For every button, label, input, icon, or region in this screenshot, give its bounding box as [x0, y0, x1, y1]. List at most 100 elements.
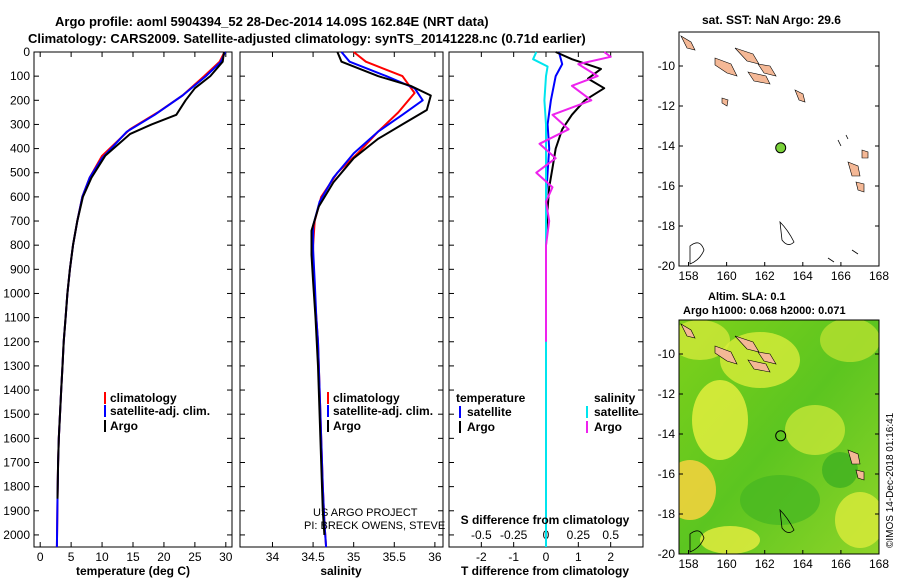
map-x-tick-label: 158: [679, 269, 699, 283]
header-line1: Argo profile: aoml 5904394_52 28-Dec-201…: [55, 14, 489, 29]
sla-map-panel: Altim. SLA: 0.1 Argo h1000: 0.068 h2000:…: [658, 291, 896, 571]
map-y-tick-label: -18: [658, 507, 676, 521]
x-tick-label: 35: [347, 550, 361, 564]
island-shape: [747, 359, 771, 373]
legend-argo: Argo: [110, 419, 138, 433]
legend-t-argo: Argo: [467, 420, 495, 434]
map-x-tick-label: 166: [831, 269, 851, 283]
x-tick-label: 25: [188, 550, 202, 564]
x-tick-label: 1: [575, 550, 582, 564]
sla-cell: [740, 475, 820, 525]
series-line-argo: [310, 51, 432, 535]
x-tick-label: 0: [543, 550, 550, 564]
legend-s-sat: satellite: [594, 405, 639, 419]
legend-t-title: temperature: [456, 391, 526, 405]
x-tick-label: 34: [266, 550, 280, 564]
map-y-tick-label: -10: [658, 59, 676, 73]
island-shape: [714, 57, 738, 77]
map-x-tick-label: 162: [755, 557, 775, 571]
legend-climatology: climatology: [110, 391, 177, 405]
legend-satellite: satellite-adj. clim.: [110, 404, 210, 418]
sla-cell: [835, 492, 879, 548]
island-shape: [721, 97, 729, 107]
sla-map-land: [680, 323, 865, 553]
island-shape: [680, 35, 696, 51]
x-tick-label: 2: [607, 550, 614, 564]
difference-xlabel: T difference from climatology: [461, 564, 629, 578]
float-position-marker: [775, 142, 787, 154]
y-tick-label: 1000: [3, 286, 30, 300]
island-shape: [680, 323, 696, 339]
island-shape: [757, 351, 777, 365]
reef-outline: [827, 134, 859, 263]
series-line-s-argo: [535, 51, 612, 342]
x-tick-label: 15: [126, 550, 140, 564]
legend-t-sat: satellite: [467, 405, 512, 419]
x-tick-label: 10: [95, 550, 109, 564]
map-x-tick-label: 168: [869, 557, 889, 571]
footer-project: US ARGO PROJECT: [313, 507, 418, 519]
x-tick-label: -1: [508, 550, 519, 564]
footer-imos: ©IMOS 14-Dec-2018 01:16:41: [885, 412, 896, 548]
sla-map-title1: Altim. SLA: 0.1: [708, 291, 786, 303]
sal-legend-satellite: satellite-adj. clim.: [333, 404, 433, 418]
difference-x2label: S difference from climatology: [461, 513, 630, 527]
y-tick-label: 200: [10, 93, 30, 107]
legend-s-title: salinity: [594, 391, 636, 405]
map-y-tick-label: -16: [658, 467, 676, 481]
x2-tick-label: -0.5: [471, 528, 492, 542]
temperature-legend: climatology satellite-adj. clim. Argo: [104, 391, 210, 433]
x-tick-label: -2: [476, 550, 487, 564]
temperature-panel: 0100200300400500600700800900100011001200…: [3, 45, 233, 578]
sla-heatmap: [679, 320, 879, 554]
map-x-tick-label: 160: [717, 269, 737, 283]
difference-panel: -2 -1 0 1 2 -0.5 -0.25 0 0.25 0.5 T difference f…: [448, 51, 644, 578]
sla-cell: [692, 380, 748, 460]
salinity-legend: climatology satellite-adj. clim. Argo: [327, 391, 433, 433]
y-tick-label: 1300: [3, 359, 30, 373]
reef-outline: [689, 242, 705, 265]
temperature-xlabel: temperature (deg C): [76, 564, 190, 578]
sal-legend-argo: Argo: [333, 419, 361, 433]
y-tick-label: 1700: [3, 455, 30, 469]
island-shape: [855, 469, 865, 481]
map-y-tick-label: -20: [658, 259, 676, 273]
float-position-marker-sla: [775, 430, 787, 442]
y-tick-label: 500: [10, 166, 30, 180]
y-tick-label: 300: [10, 117, 30, 131]
sla-cell: [785, 405, 845, 455]
x-tick-label: 35.5: [383, 550, 407, 564]
map-y-tick-label: -20: [658, 547, 676, 561]
legend-s-argo: Argo: [594, 420, 622, 434]
temperature-plot-frame: [33, 51, 233, 548]
island-shape: [847, 449, 861, 465]
island-shape: [714, 345, 738, 365]
y-tick-label: 0: [23, 45, 30, 59]
y-tick-label: 600: [10, 190, 30, 204]
sla-cell: [679, 460, 716, 520]
y-tick-label: 900: [10, 262, 30, 276]
y-tick-label: 700: [10, 214, 30, 228]
island-shape: [794, 89, 806, 103]
x-tick-label: 36: [428, 550, 442, 564]
map-x-tick-label: 168: [869, 269, 889, 283]
x2-tick-label: 0.25: [567, 528, 591, 542]
y-tick-label: 1400: [3, 383, 30, 397]
map-y-tick-label: -12: [658, 387, 676, 401]
island-shape: [847, 161, 861, 177]
y-tick-label: 1200: [3, 335, 30, 349]
map-y-tick-label: -14: [658, 139, 676, 153]
sst-map-land: [680, 35, 869, 265]
island-shape: [747, 71, 771, 85]
island-shape: [861, 149, 869, 159]
map-x-tick-label: 162: [755, 269, 775, 283]
map-y-tick-label: -18: [658, 219, 676, 233]
sst-map-panel: sat. SST: NaN Argo: 29.6 -10 -12 -14 -16 -18…: [658, 13, 890, 283]
island-shape: [855, 181, 865, 193]
y-tick-label: 800: [10, 238, 30, 252]
sla-cell: [720, 332, 800, 388]
salinity-panel: 34 34.5 35 35.5 36 salinity climatology sate…: [239, 51, 561, 578]
sla-map-title2: Argo h1000: 0.068 h2000: 0.071: [683, 305, 846, 317]
y-tick-label: 100: [10, 69, 30, 83]
